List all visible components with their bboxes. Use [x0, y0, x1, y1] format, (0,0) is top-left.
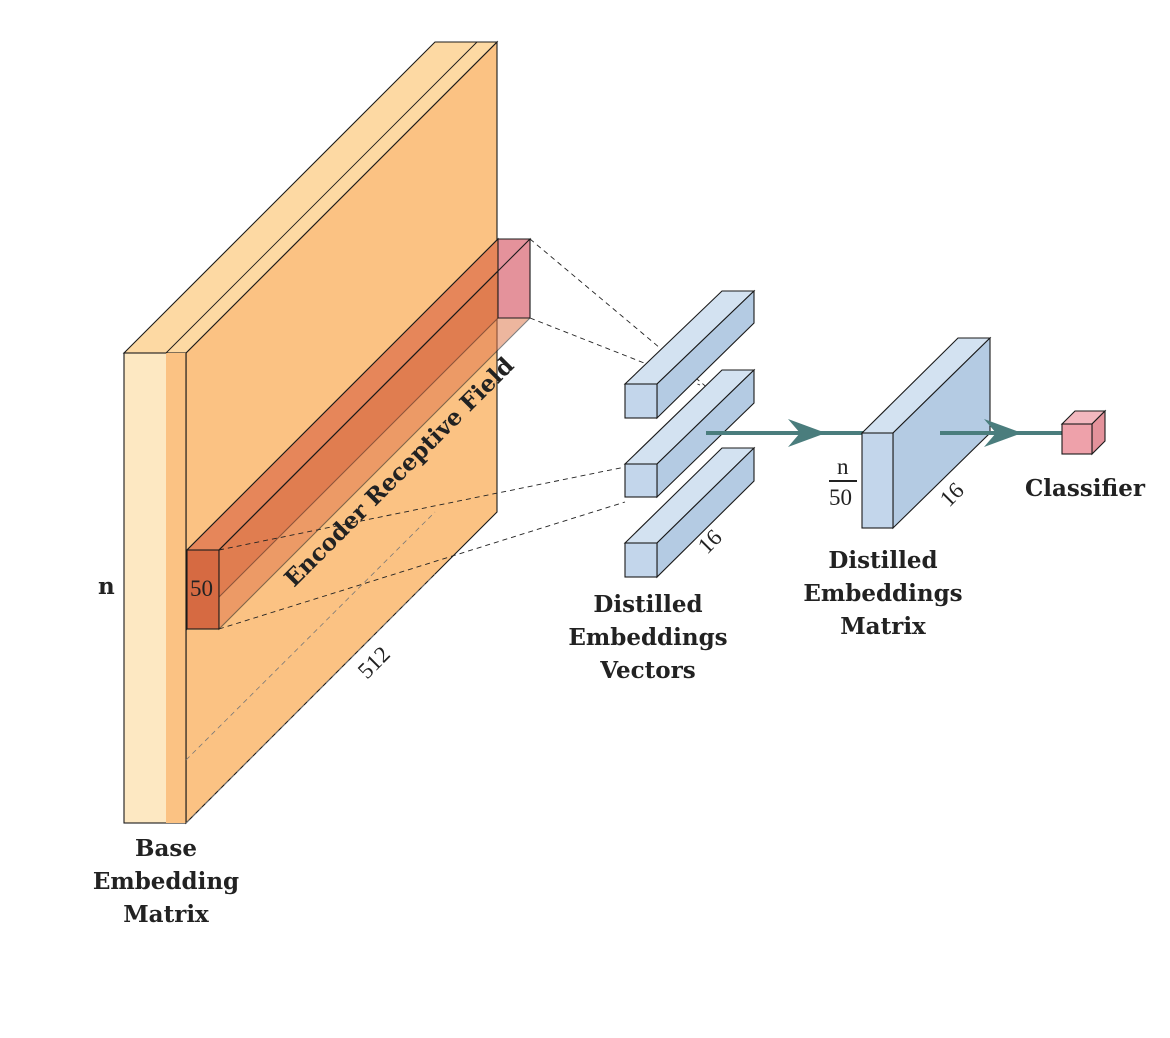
- distilled-vectors-label: Distilled Embeddings Vectors: [568, 591, 727, 684]
- classifier: Classifier: [1025, 409, 1146, 502]
- receptive-field-front: [186, 549, 220, 630]
- receptive-field-size-label: 50: [190, 576, 213, 601]
- svg-text:Matrix: Matrix: [840, 613, 926, 640]
- base-matrix-front-slice: [166, 353, 186, 823]
- distilled-matrix-label: Distilled Embeddings Matrix: [803, 547, 962, 640]
- distilled-matrix-numerator: n: [837, 454, 849, 479]
- classifier-label: Classifier: [1025, 475, 1146, 502]
- svg-text:Distilled: Distilled: [828, 547, 937, 574]
- svg-text:Base: Base: [135, 835, 197, 862]
- base-matrix-label: Base Embedding Matrix: [93, 835, 239, 928]
- distilled-matrix-front: [861, 432, 894, 529]
- svg-text:Vectors: Vectors: [599, 657, 695, 684]
- base-matrix-height-label: n: [98, 573, 115, 600]
- receptive-field-end-face: [497, 238, 531, 319]
- svg-text:Distilled: Distilled: [593, 591, 702, 618]
- distilled-vector-2: [623, 368, 756, 499]
- svg-text:Matrix: Matrix: [123, 901, 209, 928]
- distilled-matrix-denominator: 50: [829, 485, 852, 510]
- arrow-matrix-to-classifier: [940, 419, 1068, 447]
- distilled-vector-3: [623, 446, 756, 579]
- svg-text:Embedding: Embedding: [93, 868, 239, 895]
- distilled-vectors: 16: [623, 289, 756, 579]
- svg-text:Embeddings: Embeddings: [568, 624, 727, 651]
- distilled-vector-1: [623, 289, 756, 420]
- svg-text:Embeddings: Embeddings: [803, 580, 962, 607]
- base-embedding-matrix: [122, 40, 499, 825]
